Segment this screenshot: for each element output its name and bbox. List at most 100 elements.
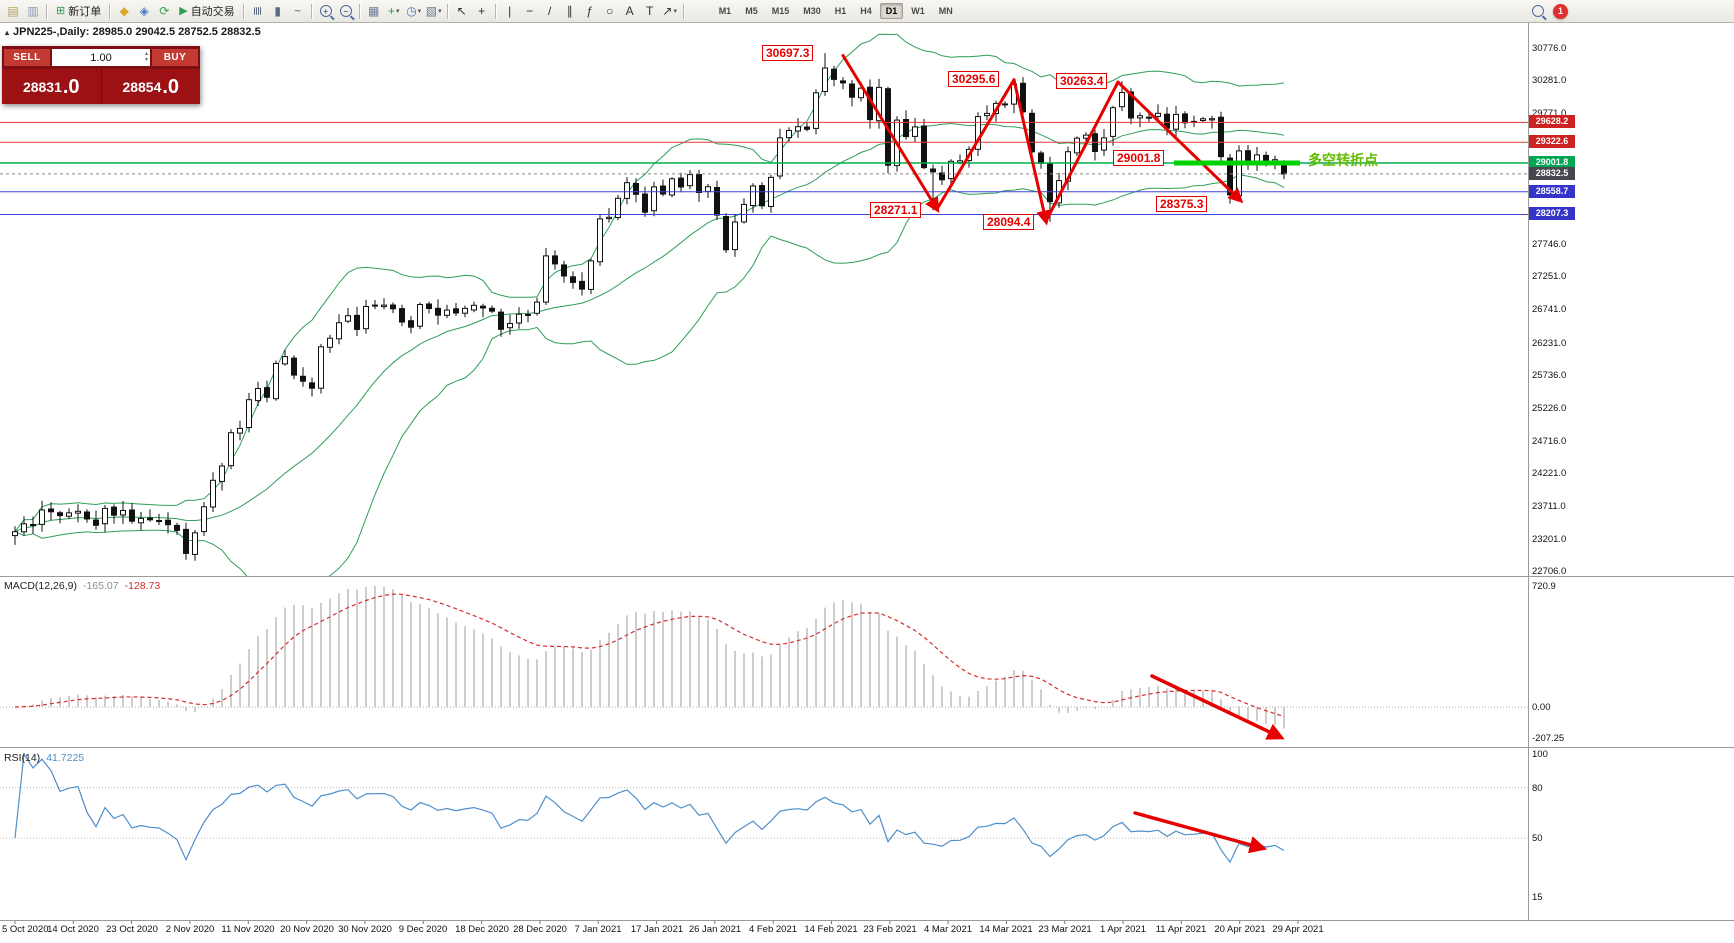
buy-price-main: 28854: [122, 78, 162, 95]
chevron-down-icon: ▾: [417, 8, 422, 15]
autotrading-button[interactable]: ▶ 自动交易: [174, 2, 239, 20]
volume-field[interactable]: 1.00 ▴ ▾: [52, 49, 150, 66]
sell-button[interactable]: SELL: [4, 49, 50, 66]
text-icon: A: [625, 4, 634, 18]
timeframe-h4[interactable]: H4: [860, 6, 872, 16]
periods-icon: ◷: [406, 4, 417, 18]
timeframe-w1[interactable]: W1: [911, 6, 925, 16]
toolbar-separator: [494, 3, 497, 19]
cursor-icon[interactable]: ↖: [452, 2, 472, 20]
crosshair-icon[interactable]: +: [472, 2, 492, 20]
horizontal-line-icon[interactable]: −: [520, 2, 540, 20]
tile-windows-icon[interactable]: ▦: [364, 2, 384, 20]
buy-price[interactable]: 28854.0: [102, 69, 201, 104]
vertical-line-icon: |: [508, 4, 512, 18]
toolbar-right: 1: [1532, 0, 1568, 22]
line-chart-icon: ~: [294, 4, 302, 18]
templates-icon[interactable]: ▧ ▾: [424, 2, 444, 20]
new-order-icon: ⊞: [56, 4, 66, 17]
level-lines: [0, 121, 1528, 215]
new-order-button-label: 新订单: [68, 6, 102, 18]
channel-icon[interactable]: ∥: [560, 2, 580, 20]
arrows-icon[interactable]: ↗ ▾: [660, 2, 680, 20]
timeframe-m15[interactable]: M15: [771, 6, 790, 16]
search-icon[interactable]: [1532, 5, 1544, 17]
rsi-line: [14, 752, 1285, 864]
chart-profiles-icon[interactable]: ▥: [23, 2, 43, 20]
trade-panel-prices: 28831.0 28854.0: [2, 69, 200, 104]
line-chart-icon[interactable]: ~: [288, 2, 308, 20]
zoom-in-icon[interactable]: +: [316, 2, 336, 20]
zigzag-pattern[interactable]: [841, 54, 1300, 226]
new-order-button[interactable]: ⊞ 新订单: [51, 2, 106, 20]
trade-panel-header: SELL 1.00 ▴ ▾ BUY: [2, 46, 200, 69]
volume-value: 1.00: [90, 51, 112, 64]
vertical-line-icon[interactable]: |: [500, 2, 520, 20]
timeframe-d1[interactable]: D1: [879, 3, 904, 19]
trendline-icon: /: [548, 4, 552, 18]
sell-price-main: 28831: [22, 78, 62, 95]
rsi-indicator-label: RSI(14) 41.7225: [4, 752, 84, 764]
autotrading-button-label: 自动交易: [190, 6, 235, 18]
timeframe-mn[interactable]: MN: [938, 6, 953, 16]
toolbar-separator: [358, 3, 361, 19]
timeframe-m30[interactable]: M30: [803, 6, 821, 16]
macd-pane: [0, 586, 1528, 729]
macd-main-value: -165.07: [82, 580, 119, 592]
toolbar-separator: [242, 3, 245, 19]
new-chart-icon[interactable]: ▤: [3, 2, 23, 20]
one-click-trading-panel: SELL 1.00 ▴ ▾ BUY 28831.0 28854.0: [2, 46, 200, 104]
autotrading-icon: ▶: [179, 4, 188, 17]
periods-icon[interactable]: ◷ ▾: [404, 2, 424, 20]
new-chart-icon: ▤: [7, 4, 19, 18]
horizontal-line-icon: −: [526, 4, 534, 18]
rsi-value: 41.7225: [46, 752, 85, 764]
bar-chart-icon[interactable]: ≣: [248, 2, 268, 20]
timeframe-m5[interactable]: M5: [745, 6, 758, 16]
indicators-icon[interactable]: + ▾: [384, 2, 404, 20]
trend-arrows[interactable]: [1133, 674, 1285, 854]
chevron-down-icon: ▾: [438, 8, 442, 15]
tile-windows-icon: ▦: [368, 4, 380, 18]
navigator-icon: ⟳: [159, 4, 170, 18]
data-window-icon: ◈: [139, 4, 149, 18]
marketwatch-icon: ◆: [119, 4, 129, 18]
rsi-label: RSI(14): [4, 752, 41, 764]
macd-indicator-label: MACD(12,26,9) -165.07 -128.73: [4, 580, 160, 592]
shapes-icon: ○: [606, 4, 614, 18]
toolbar-separator: [310, 3, 313, 19]
toolbar: ▤ ▥ ⊞ 新订单 ◆ ◈ ⟳ ▶ 自动交易 ≣ ▮ ~ + − ▦ + ▾ ◷ ▾ ▧ ▾ ↖ + | − / ∥ ƒ ○ A T ↗ ▾ M1…: [0, 0, 1734, 23]
fibonacci-icon: ƒ: [586, 4, 594, 18]
candlestick-chart-icon[interactable]: ▮: [268, 2, 288, 20]
timeframe-m1[interactable]: M1: [718, 6, 732, 16]
date-ticks: [14, 921, 1299, 924]
volume-stepper[interactable]: ▴ ▾: [145, 51, 148, 63]
marketwatch-icon[interactable]: ◆: [114, 2, 134, 20]
bar-chart-icon: ≣: [250, 5, 265, 17]
fibonacci-icon[interactable]: ƒ: [580, 2, 600, 20]
data-window-icon[interactable]: ◈: [134, 2, 154, 20]
candles: [12, 53, 1287, 561]
shapes-icon[interactable]: ○: [600, 2, 620, 20]
cursor-icon: ↖: [456, 4, 467, 18]
buy-button[interactable]: BUY: [152, 49, 198, 66]
macd-signal-line: [14, 593, 1285, 718]
pane-separators: [0, 22, 1734, 921]
sell-price[interactable]: 28831.0: [2, 69, 101, 104]
volume-up-icon[interactable]: ▴: [144, 51, 148, 57]
zoom-out-icon[interactable]: −: [336, 2, 356, 20]
chevron-down-icon: ▾: [673, 8, 677, 15]
notification-badge[interactable]: 1: [1553, 3, 1568, 19]
toolbar-gap: [688, 11, 712, 12]
volume-down-icon[interactable]: ▾: [144, 57, 148, 63]
label-icon[interactable]: T: [640, 2, 660, 20]
toolbar-separator: [446, 3, 449, 19]
navigator-icon[interactable]: ⟳: [154, 2, 174, 20]
toolbar-separator: [46, 3, 48, 19]
timeframe-h1[interactable]: H1: [834, 6, 847, 16]
rsi-pane: [0, 752, 1528, 864]
trendline-icon[interactable]: /: [540, 2, 560, 20]
text-icon[interactable]: A: [620, 2, 640, 20]
